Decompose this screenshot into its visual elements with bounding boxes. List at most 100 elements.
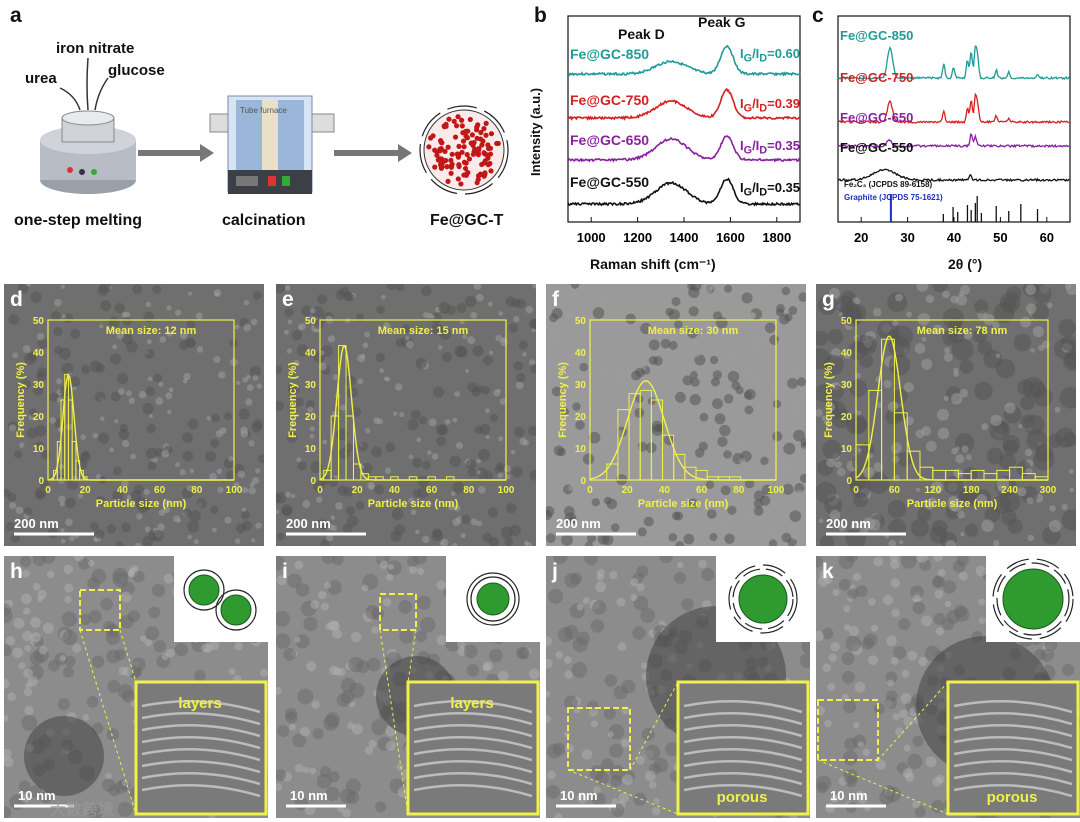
tem-texture-dot [753, 490, 765, 502]
hrtem-texture-dot [862, 748, 870, 756]
hrtem-texture-dot [361, 584, 369, 592]
tem-texture-dot [146, 339, 152, 345]
tem-texture-dot [756, 401, 763, 409]
tem-texture-dot [242, 377, 248, 383]
hrtem-texture-dot [19, 556, 32, 568]
hrtem-texture-dot [165, 648, 175, 658]
tem-texture-dot [687, 327, 698, 339]
tem-texture-dot [371, 446, 383, 458]
histogram-bar [82, 476, 88, 481]
hrtem-texture-dot [18, 662, 26, 670]
hrtem-texture-dot [636, 583, 645, 592]
hrtem-texture-dot [415, 630, 428, 643]
tem-texture-dot [723, 450, 732, 459]
hrtem-texture-dot [323, 715, 339, 731]
tem-texture-dot [233, 482, 240, 489]
hrtem-texture-dot [1034, 648, 1046, 661]
tem-texture-dot [452, 481, 465, 494]
tem-panel-e: 0 20 40 60 80 100 0 10 20 30 40 50 Mean size: 15 nm P… [276, 284, 536, 546]
tem-texture-dot [276, 532, 285, 541]
hrtem-texture-dot [351, 631, 362, 643]
tem-texture-dot [697, 369, 705, 377]
fe-nanoparticle-dot [432, 147, 438, 153]
hrtem-texture-dot [886, 635, 897, 647]
tem-texture-dot [917, 313, 930, 326]
hrtem-texture-dot [416, 595, 431, 610]
fe-nanoparticle-dot [430, 133, 436, 139]
tem-texture-dot [437, 345, 443, 350]
tem-texture-dot [836, 467, 846, 477]
hrtem-texture-dot [371, 626, 379, 634]
hrtem-texture-dot [21, 714, 38, 731]
hrtem-texture-dot [622, 774, 633, 786]
lattice-fringe [413, 711, 533, 726]
histogram-d: 0 20 40 60 80 100 0 10 20 30 40 50 Mean size: 12 nm P… [4, 284, 264, 546]
hrtem-texture-dot [868, 655, 879, 666]
hrtem-texture-dot [590, 619, 604, 633]
tem-texture-dot [995, 353, 1001, 358]
tem-texture-dot [286, 348, 293, 354]
tem-texture-dot [250, 318, 258, 326]
histogram-fit-curve [319, 345, 506, 481]
tem-texture-dot [819, 535, 834, 546]
hrtem-texture-dot [601, 758, 614, 771]
tem-texture-dot [455, 442, 464, 450]
histogram-ylabel: Frequency (%) [823, 362, 835, 438]
tem-texture-dot [688, 498, 699, 509]
tem-texture-dot [723, 394, 734, 404]
lattice-fringe [953, 711, 1073, 726]
lattice-fringe [953, 747, 1073, 762]
tem-texture-dot [743, 538, 749, 543]
tem-texture-dot [797, 424, 803, 431]
tem-texture-dot [742, 366, 749, 374]
xrd-xtick-label: 40 [947, 230, 961, 245]
tem-texture-dot [454, 391, 461, 398]
hrtem-texture-dot [347, 722, 355, 730]
hrtem-texture-dot [935, 627, 945, 636]
hrtem-texture-dot [855, 790, 865, 800]
tem-texture-dot [342, 523, 353, 534]
xrd-ref-fe: Fe₂C₃ (JCPDS 89-6158) [844, 180, 933, 189]
hrtem-texture-dot [91, 655, 105, 669]
tem-texture-dot [849, 379, 868, 398]
tem-texture-dot [186, 320, 196, 330]
tem-texture-dot [438, 302, 451, 314]
tem-texture-dot [927, 497, 938, 507]
hrtem-panel-j: porous 10 nm j [546, 556, 810, 818]
tem-texture-dot [421, 285, 432, 297]
tem-texture-dot [594, 477, 603, 485]
hrtem-texture-dot [843, 769, 859, 784]
xrd-series-line [837, 133, 1070, 149]
tem-texture-dot [493, 389, 501, 397]
tem-texture-dot [405, 340, 414, 349]
scale-bar-label: 200 nm [556, 516, 601, 531]
tem-texture-dot [921, 426, 932, 436]
histogram-xlabel: Particle size (nm) [368, 498, 459, 510]
hrtem-texture-dot [640, 662, 648, 670]
tem-texture-dot [498, 436, 504, 442]
tem-texture-dot [98, 432, 110, 444]
tem-texture-dot [817, 295, 838, 315]
fe-nanoparticle-dot [445, 144, 451, 150]
tem-texture-dot [276, 493, 282, 503]
hrtem-texture-dot [630, 578, 639, 587]
tem-texture-dot [19, 442, 25, 448]
tem-texture-dot [6, 522, 16, 532]
hrtem-texture-dot [838, 578, 851, 591]
fe-nanoparticle-dot [465, 169, 471, 176]
tem-texture-dot [77, 493, 84, 499]
tem-texture-dot [1007, 518, 1023, 534]
tem-texture-dot [122, 316, 132, 326]
tem-texture-dot [145, 301, 152, 308]
tem-texture-dot [276, 400, 284, 412]
fe-nanoparticle-dot [475, 176, 481, 183]
tem-texture-dot [95, 363, 105, 373]
tem-texture-dot [214, 292, 220, 297]
tem-texture-dot [112, 466, 122, 476]
tem-texture-dot [248, 487, 256, 495]
tem-texture-dot [515, 298, 526, 309]
fe-nanoparticle-dot [478, 129, 484, 136]
tem-texture-dot [465, 368, 470, 373]
tem-texture-dot [114, 419, 119, 424]
fe-nanoparticle-dot [487, 151, 494, 157]
